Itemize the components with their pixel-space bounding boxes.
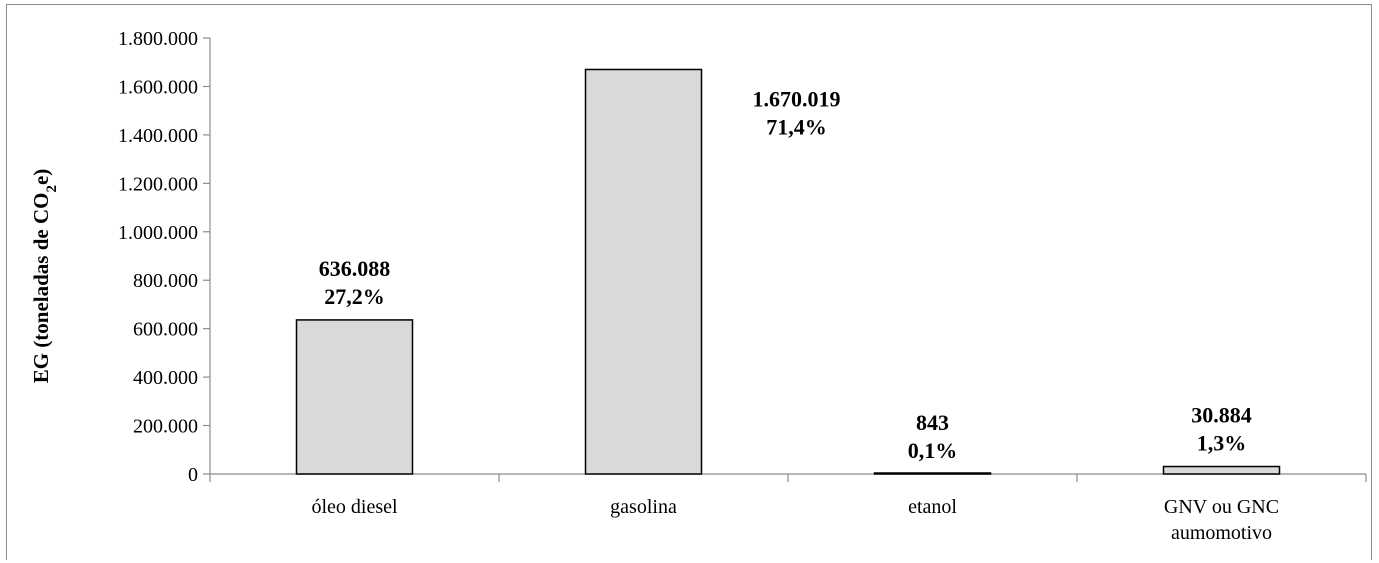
bar [1162,465,1281,475]
bar-percent-label: 27,2% [324,284,385,309]
bar [295,319,414,475]
bar-percent-label: 1,3% [1197,431,1247,456]
bar-value-label: 843 [916,410,949,435]
x-category-label: óleo diesel [311,496,398,518]
y-tick-label: 1.000.000 [118,222,198,244]
y-tick-label: 1.800.000 [118,28,198,50]
y-axis-title: EG (toneladas de CO2e) [29,169,60,384]
bar-value-label: 30.884 [1191,403,1252,428]
bar [873,472,992,475]
bar [584,68,703,475]
y-tick-label: 1.200.000 [118,173,198,195]
bar-value-label: 636.088 [319,256,391,281]
y-tick-label: 1.400.000 [118,125,198,147]
bar-percent-label: 71,4% [766,114,827,139]
bar-value-label: 1.670.019 [753,86,841,111]
bars [295,68,1281,475]
y-tick-label: 800.000 [133,270,198,292]
x-category-label: GNV ou GNC aumomotivo [1164,496,1279,544]
data-labels: 636.088 27,2% 1.670.019 71,4% 843 0,1% 30.884 1… [319,86,1252,462]
x-category-label: etanol [908,496,957,518]
y-axis-title-text: EG (toneladas de CO2e) [29,169,60,384]
y-axis: 0 200.000 400.000 600.000 800.000 1.000.000 1.… [118,28,211,486]
bar-percent-label: 0,1% [908,438,958,463]
y-tick-label: 1.600.000 [118,76,198,98]
x-category-label: gasolina [610,496,677,518]
y-tick-label: 0 [188,464,198,486]
y-tick-label: 400.000 [133,367,198,389]
y-tick-label: 200.000 [133,416,198,438]
x-axis: óleo diesel gasolina etanol GNV ou GNC aumom… [209,473,1367,544]
chart-frame [6,4,1372,560]
y-tick-label: 600.000 [133,319,198,341]
